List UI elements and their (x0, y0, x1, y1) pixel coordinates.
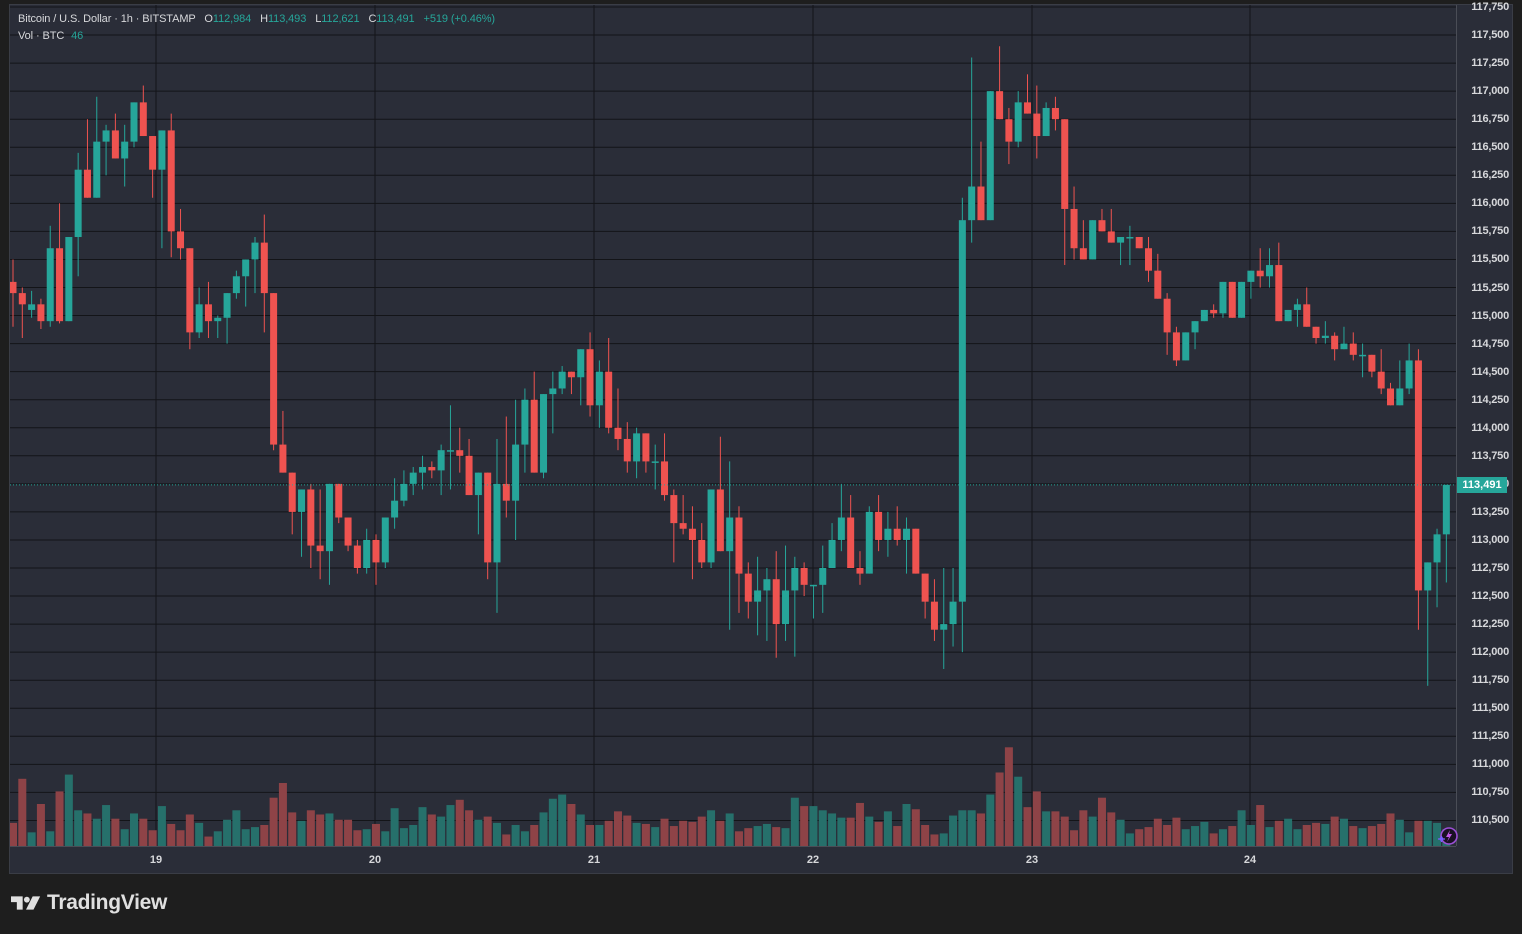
price-tick-label: 112,750 (1471, 562, 1509, 574)
price-tick-label: 111,250 (1471, 730, 1509, 743)
time-tick-label: 24 (1243, 854, 1257, 866)
price-tick-label: 116,750 (1471, 113, 1509, 126)
price-tick-label: 112,500 (1471, 590, 1509, 603)
price-tick-label: 115,750 (1471, 225, 1509, 238)
tradingview-logo-icon (11, 896, 41, 910)
high-value: 113,493 (267, 13, 307, 25)
price-tick-label: 114,000 (1471, 421, 1509, 434)
candlesticks (10, 46, 1450, 686)
price-tick-label: 111,500 (1471, 702, 1509, 715)
low-value: 112,621 (321, 13, 360, 25)
chart-legend: Bitcoin / U.S. Dollar · 1h · BITSTAMP O1… (18, 11, 495, 45)
price-tick-label: 117,750 (1471, 1, 1509, 13)
symbol-name[interactable]: Bitcoin / U.S. Dollar · 1h · BITSTAMP (18, 13, 196, 25)
price-tick-label: 111,750 (1471, 674, 1509, 687)
time-tick-label: 22 (806, 854, 820, 866)
price-axis[interactable]: 117,750 117,500 117,250 117,000 116,750 116,5… (1456, 1, 1513, 846)
symbol-line: Bitcoin / U.S. Dollar · 1h · BITSTAMP O1… (18, 11, 495, 28)
price-tick-label: 115,000 (1471, 309, 1509, 322)
price-tick-label: 116,250 (1471, 169, 1509, 182)
last-price-tag: 113,491 (1457, 476, 1507, 493)
price-tick-label: 116,000 (1471, 197, 1509, 210)
open-label: O (204, 13, 213, 25)
time-tick-label: 23 (1025, 854, 1039, 866)
volume-line: Vol · BTC 46 (18, 28, 495, 45)
price-tick-label: 111,000 (1471, 758, 1509, 771)
brand-name: TradingView (47, 891, 168, 914)
price-tick-label: 117,000 (1471, 85, 1509, 98)
price-tick-label: 113,250 (1471, 505, 1509, 518)
price-tick-label: 114,250 (1471, 393, 1509, 406)
price-tick-label: 115,500 (1471, 253, 1509, 266)
price-tick-label: 113,000 (1471, 533, 1509, 546)
tradingview-brand[interactable]: TradingView (11, 891, 167, 915)
price-tick-label: 110,500 (1471, 814, 1509, 827)
time-tick-label: 19 (149, 854, 163, 866)
price-tick-label: 116,500 (1471, 141, 1509, 154)
time-axis[interactable]: 19 20 21 22 23 24 (10, 846, 1456, 874)
price-tick-label: 114,500 (1471, 365, 1509, 378)
grid-lines (10, 5, 1456, 846)
price-tick-label: 117,250 (1471, 57, 1509, 70)
low-label: L (315, 13, 322, 25)
price-tick-label: 113,750 (1471, 449, 1509, 462)
price-tick-label: 112,250 (1471, 618, 1509, 631)
high-label: H (260, 13, 268, 25)
close-value: 113,491 (376, 13, 415, 25)
volume-label[interactable]: Vol · BTC (18, 30, 65, 42)
volume-bars (10, 747, 1451, 846)
volume-value: 46 (71, 30, 84, 42)
close-label: C (368, 13, 377, 25)
time-tick-label: 21 (587, 854, 601, 866)
price-tick-label: 112,000 (1471, 646, 1509, 659)
price-tick-label: 114,750 (1471, 337, 1509, 350)
price-tick-label: 117,500 (1471, 29, 1509, 42)
change-value: +519 (+0.46%) (423, 13, 496, 25)
price-tick-label: 115,250 (1471, 281, 1509, 294)
chart-frame (9, 4, 1513, 874)
price-tick-label: 110,750 (1471, 786, 1509, 799)
open-value: 112,984 (212, 13, 252, 25)
price-chart-canvas[interactable] (10, 5, 1456, 846)
lightning-assistant-icon[interactable] (1436, 825, 1458, 847)
time-tick-label: 20 (368, 854, 382, 866)
